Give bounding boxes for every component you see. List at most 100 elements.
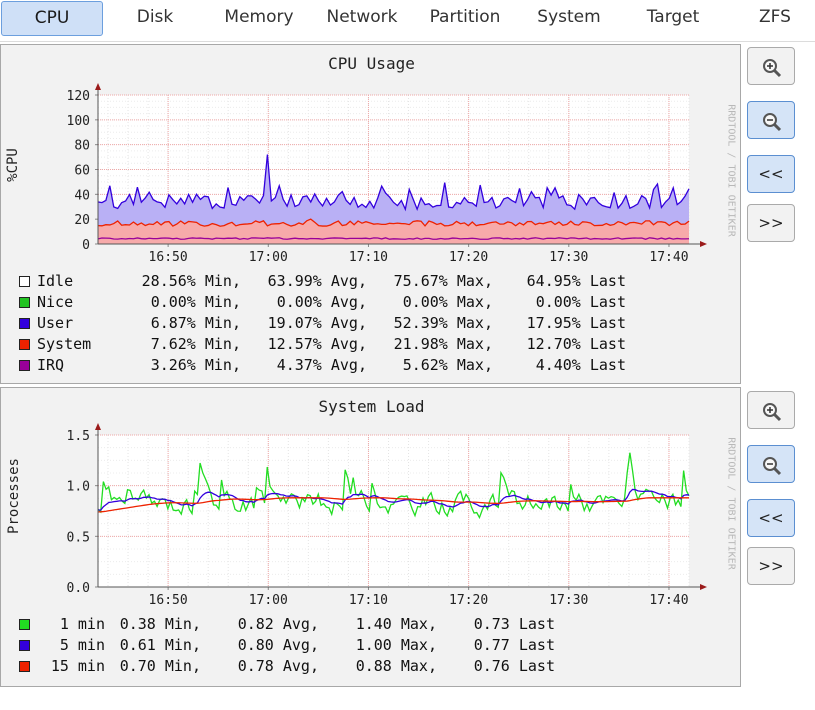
legend-name: IRQ <box>37 356 65 374</box>
legend-last: 17.95% Last <box>526 314 626 332</box>
y-tick-label: 0.0 <box>67 581 90 596</box>
legend-last: 0.73 Last <box>473 615 555 633</box>
y-tick-label: 40 <box>74 188 90 203</box>
cpu-zoom-in-button[interactable] <box>747 47 795 85</box>
tab-bar: CPU Disk Memory Network Partition System… <box>0 0 815 36</box>
legend-avg: 63.99% Avg, <box>267 272 367 290</box>
y-tick-label: 1.0 <box>67 480 90 495</box>
legend-max: 5.62% Max, <box>402 356 493 374</box>
legend-name: User <box>37 314 74 332</box>
y-tick-label: 100 <box>67 114 90 129</box>
x-tick-label: 17:40 <box>649 593 688 608</box>
legend-max: 21.98% Max, <box>393 335 493 353</box>
legend-max: 1.40 Max, <box>355 615 437 633</box>
y-axis-arrow <box>95 83 101 90</box>
legend-name: 5 min <box>59 636 105 654</box>
tab-cpu[interactable]: CPU <box>1 1 103 36</box>
zoom-out-icon <box>763 457 782 476</box>
legend-min: 0.70 Min, <box>119 657 201 675</box>
tab-system[interactable]: System <box>537 7 601 27</box>
legend-min: 28.56% Min, <box>141 272 241 290</box>
tab-memory[interactable]: Memory <box>224 7 294 27</box>
y-tick-label: 60 <box>74 164 90 179</box>
cpu-legend: Idle 28.56% Min, 63.99% Avg, 75.67% Max,… <box>19 271 626 376</box>
legend-name: 15 min <box>50 657 105 675</box>
irq-swatch <box>19 360 30 371</box>
system-area <box>98 219 689 244</box>
legend-max: 0.00% Max, <box>402 293 493 311</box>
system-line <box>97 218 690 227</box>
tab-target[interactable]: Target <box>646 7 700 27</box>
nice-swatch <box>19 297 30 308</box>
user-area <box>98 154 689 244</box>
cpu-chart-svg: 0 20 40 60 80 100 120 16:50 17:00 17:10 17:20 17:30… <box>67 83 707 265</box>
5min-swatch <box>19 640 30 651</box>
x-tick-label: 17:30 <box>549 250 588 265</box>
15min-line <box>97 497 689 513</box>
legend-last: 12.70% Last <box>526 335 626 353</box>
legend-last: 0.00% Last <box>535 293 626 311</box>
legend-min: 0.38 Min, <box>119 615 201 633</box>
cpu-zoom-out-button[interactable] <box>747 101 795 139</box>
user-swatch <box>19 318 30 329</box>
load-zoom-in-button[interactable] <box>747 391 795 429</box>
legend-min: 0.00% Min, <box>150 293 241 311</box>
cpu-back-button[interactable]: << <box>747 155 795 193</box>
x-axis-arrow <box>700 584 707 590</box>
legend-min: 7.62% Min, <box>150 335 241 353</box>
cpu-forward-button[interactable]: >> <box>747 204 795 242</box>
tab-partition[interactable]: Partition <box>429 7 501 27</box>
y-axis-arrow <box>95 423 101 430</box>
legend-row-irq: IRQ 3.26% Min, 4.37% Avg, 5.62% Max, 4.4… <box>19 355 626 376</box>
legend-name: Idle <box>37 272 74 290</box>
x-tick-label: 17:20 <box>449 250 488 265</box>
legend-max: 1.00 Max, <box>355 636 437 654</box>
irq-line <box>97 237 690 240</box>
x-tick-label: 17:00 <box>249 593 288 608</box>
legend-row-idle: Idle 28.56% Min, 63.99% Avg, 75.67% Max,… <box>19 271 626 292</box>
legend-max: 75.67% Max, <box>393 272 493 290</box>
legend-row-system: System 7.62% Min, 12.57% Avg, 21.98% Max… <box>19 334 626 355</box>
x-tick-label: 17:00 <box>249 250 288 265</box>
y-tick-label: 0 <box>82 238 90 253</box>
legend-row-1min: 1 min 0.38 Min, 0.82 Avg, 1.40 Max, 0.73… <box>19 614 555 635</box>
legend-last: 4.40% Last <box>535 356 626 374</box>
zoom-in-icon <box>763 59 782 78</box>
legend-avg: 4.37% Avg, <box>276 356 367 374</box>
legend-avg: 12.57% Avg, <box>267 335 367 353</box>
y-tick-label: 0.5 <box>67 530 90 545</box>
legend-avg: 0.82 Avg, <box>237 615 319 633</box>
legend-max: 52.39% Max, <box>393 314 493 332</box>
y-tick-label: 80 <box>74 139 90 154</box>
y-tick-label: 120 <box>67 89 90 104</box>
legend-row-nice: Nice 0.00% Min, 0.00% Avg, 0.00% Max, 0.… <box>19 292 626 313</box>
user-line <box>97 154 690 212</box>
legend-name: Nice <box>37 293 74 311</box>
legend-last: 0.77 Last <box>473 636 555 654</box>
x-tick-label: 17:30 <box>549 593 588 608</box>
legend-last: 64.95% Last <box>526 272 626 290</box>
system-load-graph: System Load Processes RRDTOOL / TOBI OET… <box>0 387 741 687</box>
legend-avg: 0.00% Avg, <box>276 293 367 311</box>
tab-zfs[interactable]: ZFS <box>759 7 791 27</box>
x-tick-label: 17:20 <box>449 593 488 608</box>
x-tick-label: 17:10 <box>349 250 388 265</box>
x-tick-label: 16:50 <box>149 593 188 608</box>
load-forward-button[interactable]: >> <box>747 547 795 585</box>
x-tick-label: 17:40 <box>649 250 688 265</box>
zoom-out-icon <box>763 113 782 132</box>
legend-last: 0.76 Last <box>473 657 555 675</box>
legend-avg: 19.07% Avg, <box>267 314 367 332</box>
load-zoom-out-button[interactable] <box>747 445 795 483</box>
load-back-button[interactable]: << <box>747 499 795 537</box>
1min-line <box>97 452 690 520</box>
legend-min: 3.26% Min, <box>150 356 241 374</box>
tab-disk[interactable]: Disk <box>136 7 174 27</box>
tab-network[interactable]: Network <box>326 7 398 27</box>
legend-name: 1 min <box>59 615 105 633</box>
graph-title: CPU Usage <box>328 54 415 73</box>
legend-min: 6.87% Min, <box>150 314 241 332</box>
load-legend: 1 min 0.38 Min, 0.82 Avg, 1.40 Max, 0.73… <box>19 614 555 677</box>
15min-swatch <box>19 661 30 672</box>
